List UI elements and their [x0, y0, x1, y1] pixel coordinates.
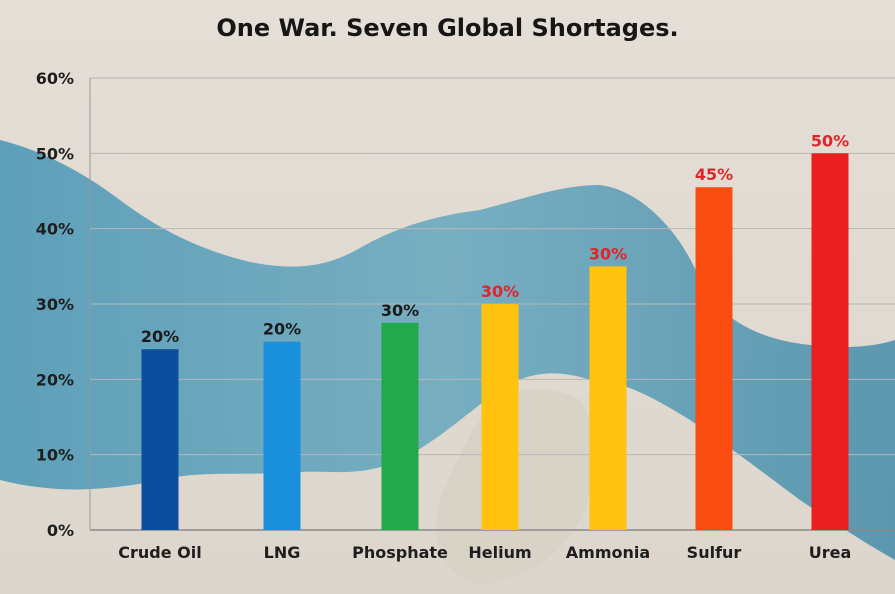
data-label: 50%	[811, 131, 849, 150]
chart-title: One War. Seven Global Shortages.	[216, 14, 679, 42]
x-tick-label: Phosphate	[352, 543, 448, 562]
y-tick-label: 40%	[36, 220, 74, 239]
bar	[695, 187, 733, 530]
x-tick-label: Sulfur	[687, 543, 742, 562]
x-tick-label: LNG	[264, 543, 301, 562]
y-tick-label: 0%	[47, 521, 74, 540]
y-axis-ticks: 0% 10% 20% 30% 40% 50% 60%	[36, 69, 74, 540]
data-label: 30%	[481, 282, 519, 301]
x-tick-label: Helium	[468, 543, 531, 562]
bars	[141, 153, 849, 531]
data-label: 20%	[263, 320, 301, 339]
bar	[141, 349, 179, 530]
bar	[381, 322, 419, 530]
data-labels: 20% 20% 30% 30% 30% 45% 50%	[141, 131, 849, 346]
data-label: 30%	[381, 301, 419, 320]
x-tick-label: Urea	[809, 543, 852, 562]
bar	[589, 266, 627, 530]
data-label: 20%	[141, 327, 179, 346]
x-axis-ticks: Crude Oil LNG Phosphate Helium Ammonia Sulfur…	[118, 543, 851, 562]
data-label: 30%	[589, 244, 627, 263]
y-tick-label: 10%	[36, 446, 74, 465]
data-label: 45%	[695, 165, 733, 184]
y-tick-label: 30%	[36, 295, 74, 314]
y-tick-label: 20%	[36, 370, 74, 389]
y-tick-label: 60%	[36, 69, 74, 88]
y-tick-label: 50%	[36, 144, 74, 163]
bar	[263, 341, 301, 530]
x-tick-label: Ammonia	[566, 543, 650, 562]
bar	[481, 304, 519, 530]
bar	[811, 153, 849, 531]
x-tick-label: Crude Oil	[118, 543, 201, 562]
